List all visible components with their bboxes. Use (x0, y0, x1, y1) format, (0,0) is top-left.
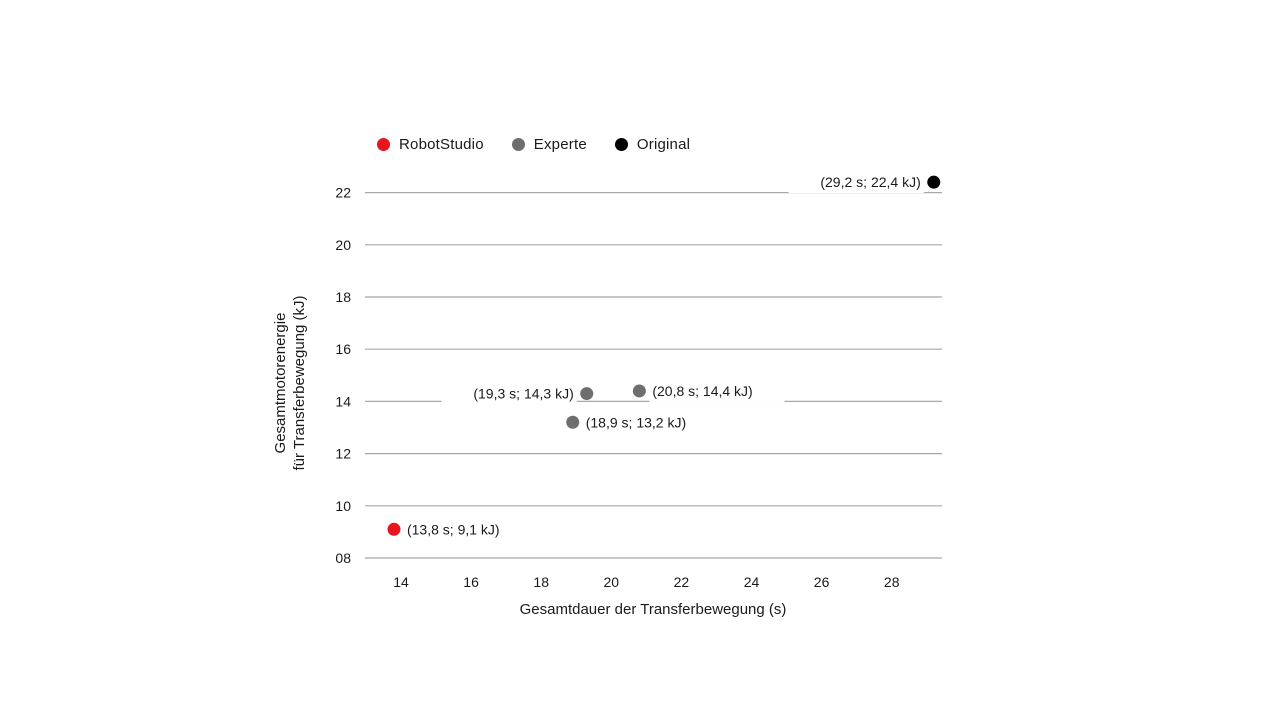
point-label-bg (649, 379, 785, 402)
x-tick-label: 28 (884, 574, 900, 590)
legend-marker-experte (511, 138, 525, 151)
legend-item-experte: Experte (511, 136, 587, 153)
point-experte (580, 387, 594, 401)
legend-item-original: Original (614, 136, 691, 153)
point-label-bg (582, 411, 718, 434)
y-axis-label-line2: für Transferbewegung (kJ) (291, 295, 308, 470)
y-tick-label: 18 (335, 289, 351, 305)
legend-marker-robotstudio (377, 138, 390, 151)
legend-label-original: Original (636, 136, 691, 153)
x-tick-label: 26 (814, 574, 830, 590)
x-tick-label: 22 (674, 574, 690, 590)
point-label-bg (403, 518, 532, 541)
x-tick-label: 14 (393, 574, 409, 590)
y-tick-label: 22 (335, 185, 351, 201)
y-tick-label: 12 (335, 446, 351, 462)
y-tick-label: 08 (335, 550, 351, 566)
point-label: (18,9 s; 13,2 kJ) (586, 414, 686, 430)
grid-lines (365, 192, 942, 559)
point-original (927, 175, 941, 189)
legend: RobotStudio Experte Original (377, 136, 718, 153)
point-experte (566, 415, 580, 429)
x-tick-label: 18 (533, 574, 549, 590)
x-tick-label: 16 (463, 574, 479, 590)
y-axis-label: Gesamtmotorenergie für Transferbewegung … (272, 295, 308, 470)
point-experte (632, 384, 646, 398)
point-robotstudio (387, 522, 401, 536)
x-tick-label: 24 (744, 574, 760, 590)
y-axis-label-line1: Gesamtmotorenergie (272, 313, 289, 454)
legend-label-experte: Experte (533, 136, 587, 153)
x-tick-label: 20 (604, 574, 620, 590)
point-label: (20,8 s; 14,4 kJ) (652, 383, 752, 399)
point-label: (13,8 s; 9,1 kJ) (407, 521, 500, 537)
legend-label-robotstudio: RobotStudio (399, 136, 484, 153)
y-tick-label: 20 (335, 237, 351, 253)
data-points: (13,8 s; 9,1 kJ) (19,3 s; 14,3 kJ) (20,8 s… (387, 171, 941, 541)
point-label-bg (441, 382, 577, 405)
y-tick-label: 14 (335, 393, 351, 409)
point-label-bg (788, 171, 924, 194)
y-tick-label: 16 (335, 341, 351, 357)
legend-marker-original (614, 138, 628, 151)
y-tick-label: 10 (335, 498, 351, 514)
point-label: (29,2 s; 22,4 kJ) (820, 174, 920, 190)
y-tick-labels: 08 10 12 14 16 18 20 22 (335, 185, 351, 566)
x-tick-labels: 14 16 18 20 22 24 26 28 (393, 574, 899, 590)
legend-item-robotstudio: RobotStudio (377, 136, 484, 153)
point-label: (19,3 s; 14,3 kJ) (473, 386, 573, 402)
x-axis-label: Gesamtdauer der Transferbewegung (s) (520, 601, 787, 618)
